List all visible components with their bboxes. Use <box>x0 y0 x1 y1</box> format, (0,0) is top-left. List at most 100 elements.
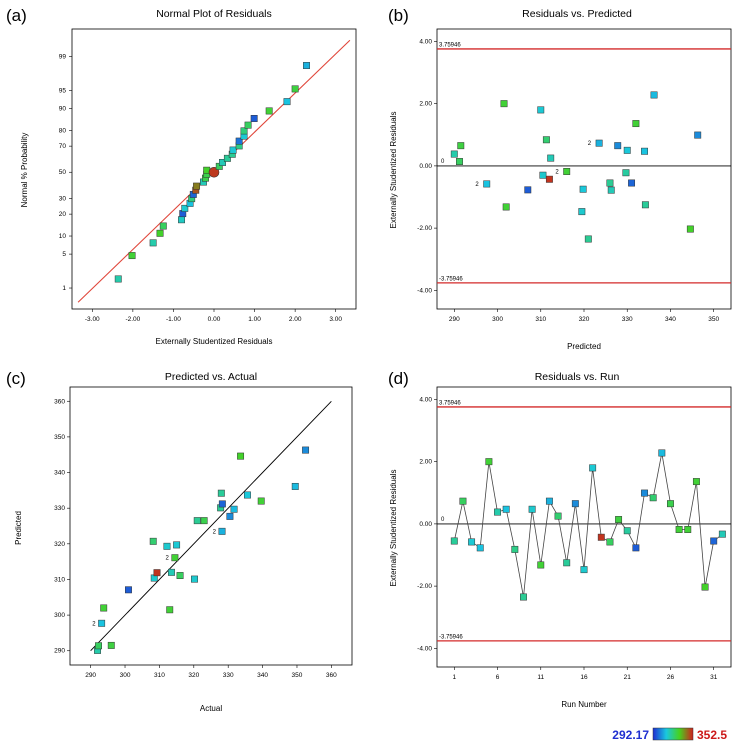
panel-c-point <box>107 641 115 649</box>
panel-a-point <box>114 275 122 283</box>
panel-b-point <box>595 139 603 147</box>
panel-d-point <box>615 516 623 523</box>
panel-d-point <box>623 527 631 535</box>
panel-d-point <box>450 537 458 545</box>
panel-a-point <box>219 159 226 166</box>
panel-c-point <box>291 482 299 490</box>
panel-c-xtick-label: 320 <box>188 672 199 679</box>
panel-d-xtick-label: 26 <box>667 674 675 681</box>
panel-b-point <box>606 179 614 187</box>
panel-a-ytick-label: 80 <box>59 127 67 134</box>
panel-d-ylabel: Externally Studentized Residuals <box>389 470 398 587</box>
panel-c-point <box>191 575 198 583</box>
panel-a-xtick-label: -1.00 <box>166 316 181 323</box>
panel-c-point <box>200 517 208 525</box>
panel-a-ytick-label: 5 <box>62 251 66 258</box>
panel-d-marks: 1 6 11 16 21 26 31-4.00-2.000.002.004.00 3.7594… <box>417 396 731 681</box>
panel-a-point <box>178 216 185 224</box>
panel-b-ytick-label: 2.00 <box>419 101 432 108</box>
panel-a-point <box>193 182 201 190</box>
panel-c-xtick-label: 340 <box>257 672 268 679</box>
panel-d-point <box>692 478 700 486</box>
panel-c-ytick-label: 300 <box>54 612 65 619</box>
panel-d-ytick-label: -4.00 <box>417 645 432 652</box>
panel-b-xtick-label: 330 <box>622 316 633 323</box>
panel-b-point <box>500 100 508 108</box>
panel-d-point <box>537 561 545 569</box>
panel-d-point <box>580 566 588 574</box>
panel-d-point <box>718 530 726 538</box>
panel-c-point <box>302 446 310 454</box>
panel-d-point <box>667 500 674 508</box>
panel-d-ytick-label: 0.00 <box>419 521 432 528</box>
panel-b-point <box>450 150 458 158</box>
panel-c-point <box>149 537 157 545</box>
panel-d-xtick-label: 31 <box>710 674 718 681</box>
panel-d-zero-label: 0 <box>441 517 445 523</box>
panel-a-point <box>128 252 136 260</box>
panel-c-ytick-label: 330 <box>54 505 65 512</box>
panel-a-ytick-label: 20 <box>59 211 67 218</box>
panel-c-ytick-label: 320 <box>54 541 65 548</box>
panel-c-xtick-label: 300 <box>120 672 131 679</box>
panel-b-title: Residuals vs. Predicted <box>522 8 632 20</box>
panel-d-point <box>520 593 527 601</box>
panel-b-point <box>483 180 491 188</box>
panel-d-point <box>468 538 476 546</box>
panel-c-point <box>95 642 102 650</box>
panel-c-fit-line <box>90 400 332 652</box>
panel-a-ytick-label: 1 <box>62 285 66 292</box>
panel-d-point <box>528 505 536 513</box>
panel-c-point <box>125 586 132 594</box>
colorbar-gradient <box>652 727 694 741</box>
panel-b-point <box>456 158 463 165</box>
panel-d-point <box>554 512 562 520</box>
panel-a-point <box>223 154 231 162</box>
panel-c-point <box>244 491 251 499</box>
panel-a-ylabel: Normal % Probability <box>20 133 29 208</box>
panel-b-point-count-label: 2 <box>555 169 559 175</box>
panel-c-xlabel: Actual <box>200 704 222 713</box>
panel-d-xtick-label: 1 <box>452 674 456 681</box>
panel-b-ytick-label: 4.00 <box>419 38 432 45</box>
panel-d-point <box>597 533 605 541</box>
panel-d-point <box>494 508 501 516</box>
panel-a-ytick-label: 50 <box>59 169 67 176</box>
panel-b-point <box>537 106 545 114</box>
panel-a-xtick-label: 2.00 <box>289 316 302 323</box>
panel-b-zero-label: 0 <box>441 159 445 165</box>
panel-b-xtick-label: 320 <box>579 316 590 323</box>
panel-d-point <box>701 583 709 591</box>
panel-c-point <box>217 489 225 497</box>
panel-b-xtick-label: 310 <box>535 316 546 323</box>
panel-b-ytick-label: 0.00 <box>419 163 432 170</box>
panel-d-point <box>710 537 718 545</box>
panel-d-point <box>459 497 467 505</box>
panel-d-point <box>589 464 597 472</box>
panel-c-ytick-label: 340 <box>54 470 65 477</box>
panel-c-xtick-label: 330 <box>223 672 234 679</box>
panel-c-point <box>218 527 226 535</box>
panel-b-point <box>547 154 555 162</box>
panel-d-point <box>485 458 493 466</box>
panel-b-xtick-label: 350 <box>708 316 719 323</box>
panel-b-xtick-label: 290 <box>449 316 460 323</box>
panel-b-point <box>578 208 586 216</box>
panel-c-xtick-label: 350 <box>292 672 303 679</box>
panel-d-point <box>511 545 519 553</box>
panel-c-point <box>163 542 171 550</box>
panel-a-point <box>181 204 189 212</box>
panel-b-point <box>650 91 658 99</box>
panel-d-point <box>563 559 571 567</box>
panel-a-xtick-label: -2.00 <box>125 316 140 323</box>
panel-c-point <box>171 554 179 562</box>
panel-d-point <box>545 497 553 505</box>
panel-d-point <box>684 526 692 533</box>
panel-d-series-line <box>453 452 723 598</box>
panel-b-point <box>539 171 547 179</box>
colorbar-max-label: 352.5 <box>697 728 727 742</box>
panel-d-ytick-label: 4.00 <box>419 396 432 403</box>
panel-b-point <box>542 136 550 144</box>
panel-c-point <box>230 505 238 513</box>
panel-d-point <box>675 526 683 533</box>
